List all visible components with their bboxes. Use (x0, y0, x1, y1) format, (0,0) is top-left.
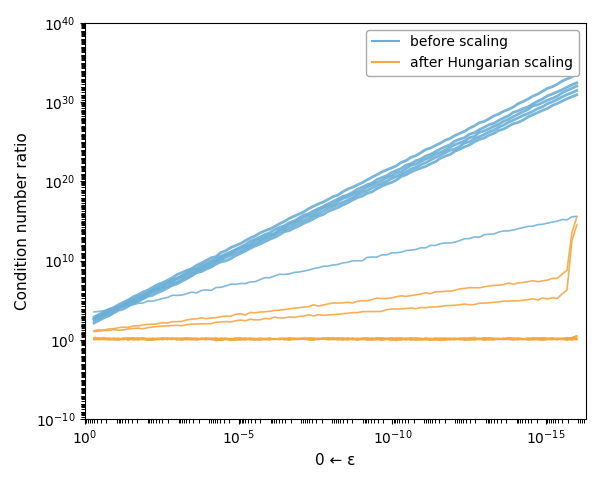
Legend: before scaling, after Hungarian scaling: before scaling, after Hungarian scaling (366, 30, 579, 76)
Y-axis label: Condition number ratio: Condition number ratio (15, 132, 30, 310)
X-axis label: 0 ← ε: 0 ← ε (316, 453, 356, 468)
